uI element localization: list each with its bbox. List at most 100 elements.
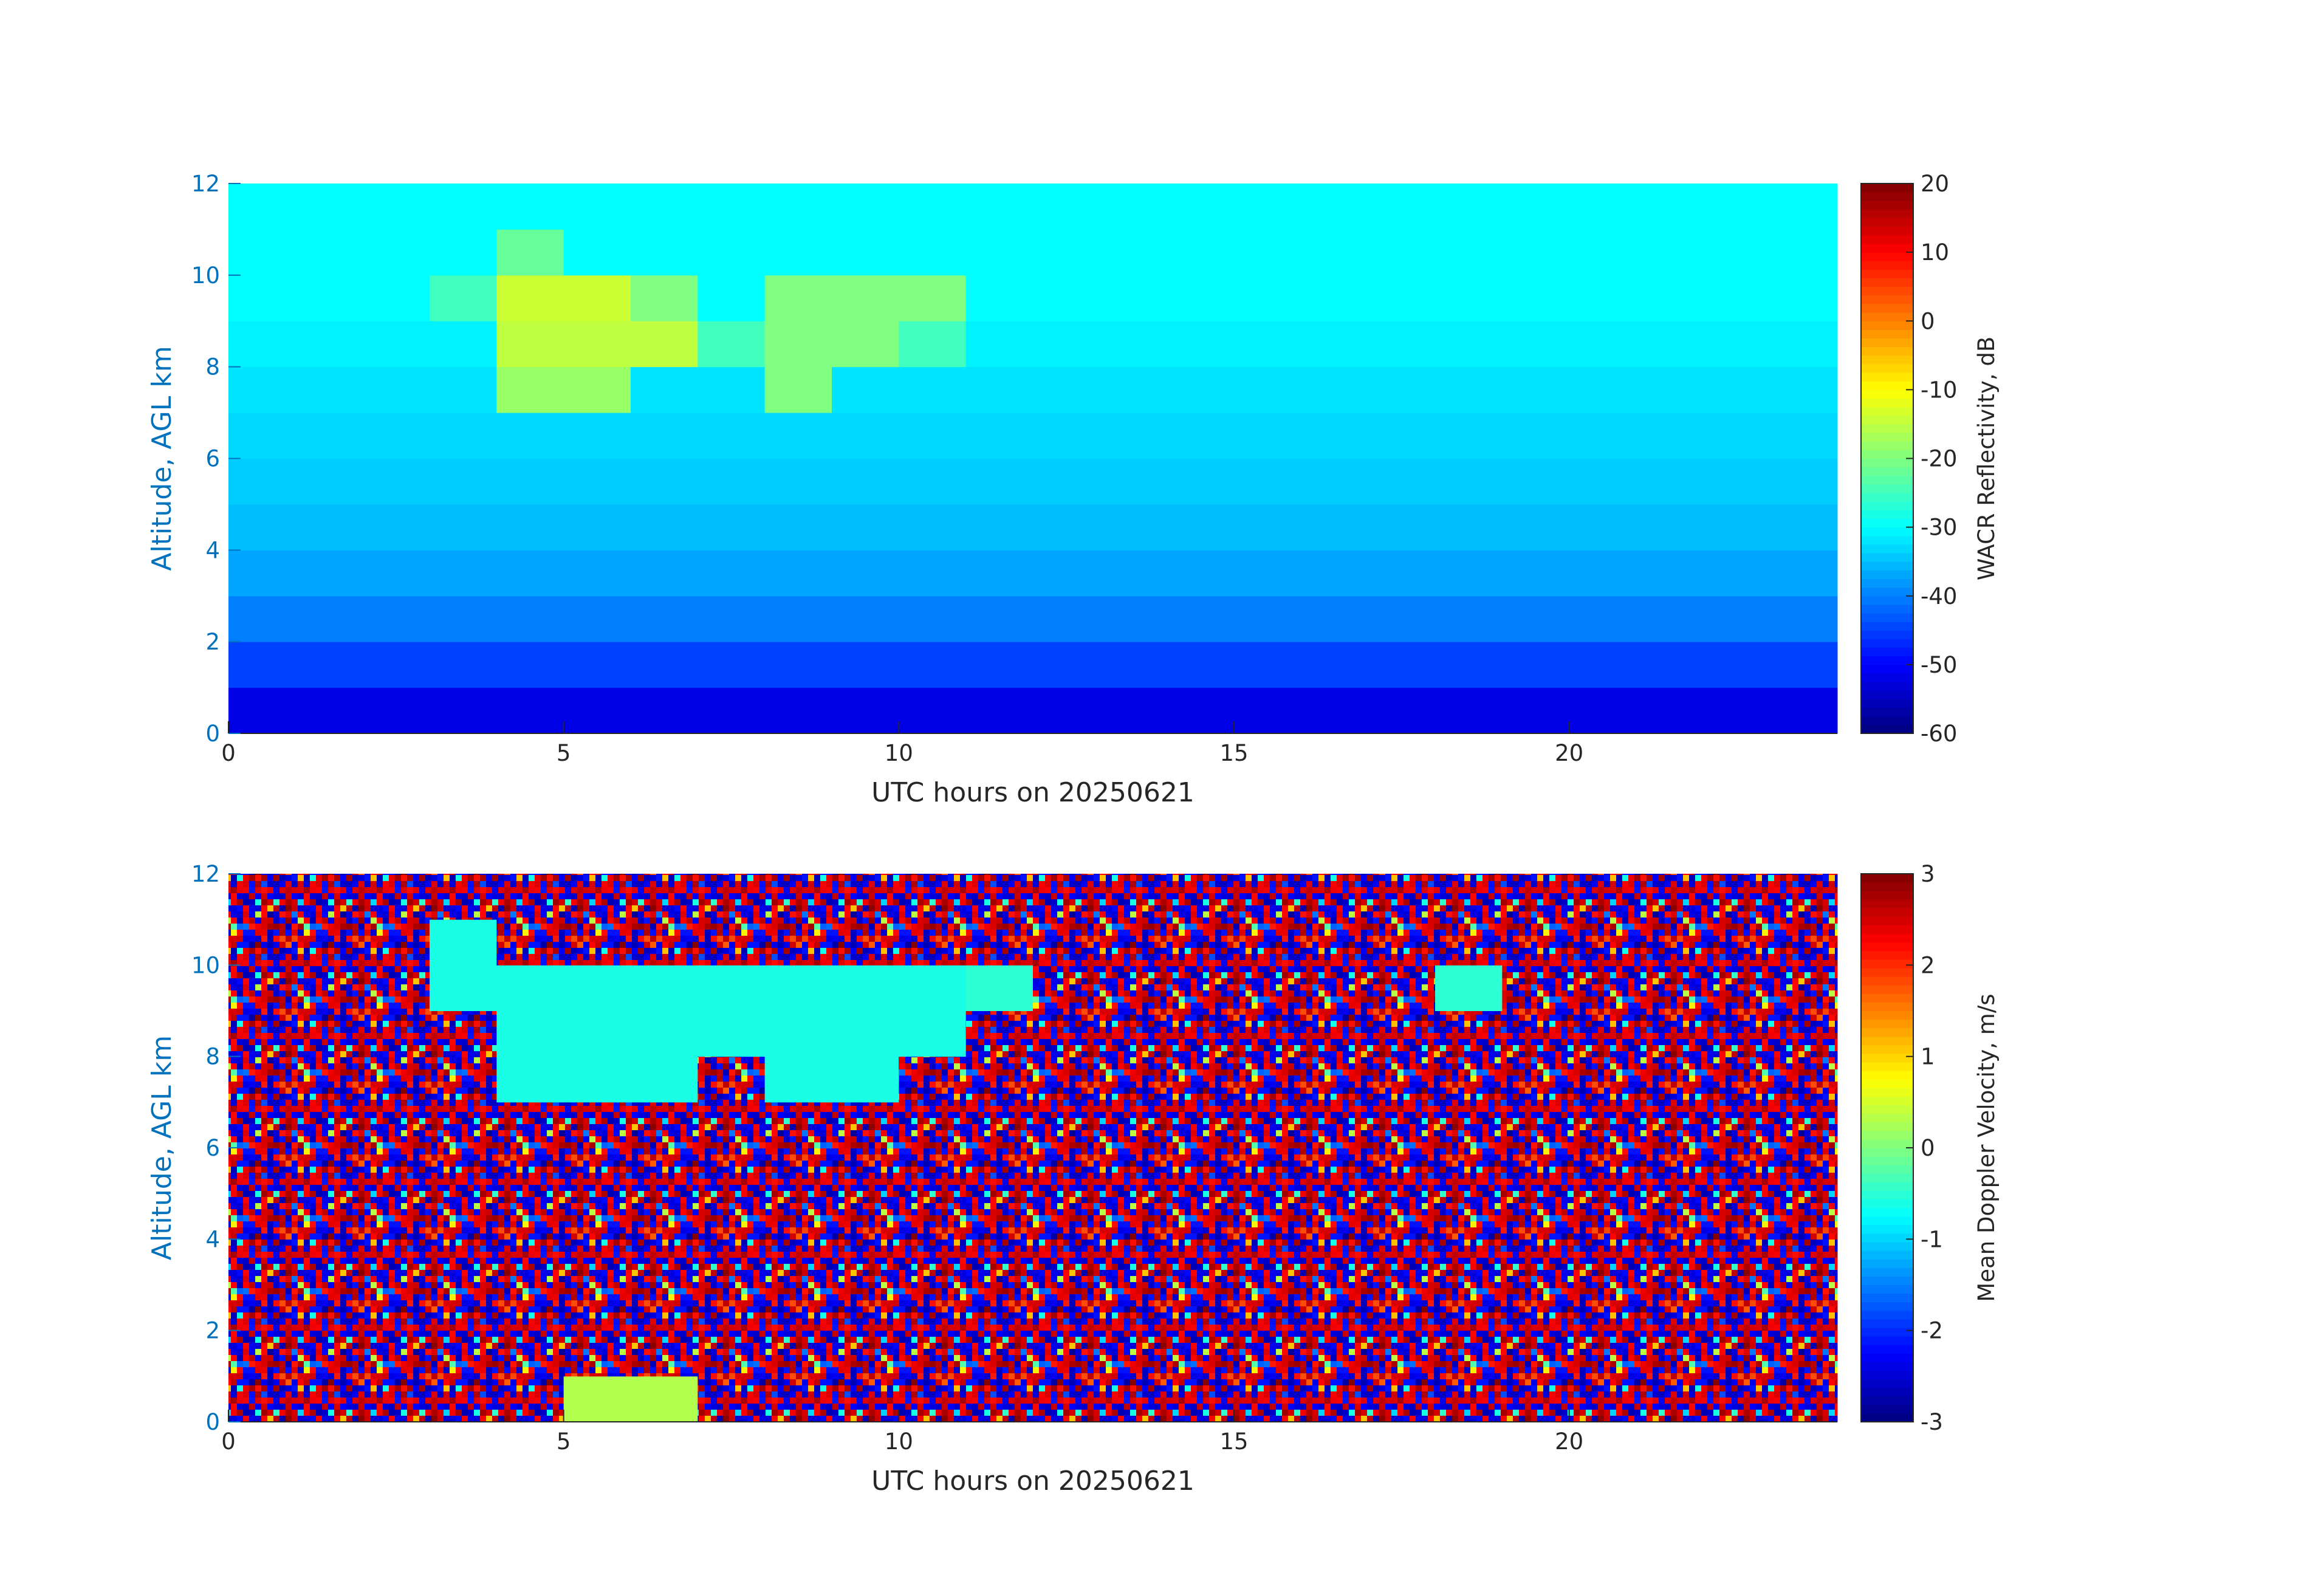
heatmap-cell — [362, 458, 430, 505]
heatmap-cell — [764, 321, 832, 368]
no-data-cell — [1234, 1239, 1301, 1285]
heatmap-cell — [832, 413, 899, 459]
colorbar-step — [1861, 716, 1913, 725]
no-data-cell — [295, 1056, 363, 1103]
no-data-cell — [899, 1330, 967, 1377]
colorbar-step — [1861, 639, 1913, 648]
heatmap-cell — [496, 504, 564, 551]
no-data-cell — [362, 1285, 430, 1331]
heatmap-cell — [1569, 550, 1637, 597]
no-data-cell — [1301, 919, 1369, 966]
colorbar-step — [1861, 874, 1913, 883]
no-data-cell — [1569, 1239, 1637, 1285]
no-data-cell — [362, 1330, 430, 1377]
colorbar-step — [1861, 1302, 1913, 1311]
no-data-cell — [1435, 1148, 1503, 1194]
heatmap-cell — [631, 366, 698, 413]
colorbar-step — [1861, 406, 1913, 416]
no-data-cell — [1435, 1285, 1503, 1331]
heatmap-cell — [1703, 184, 1771, 230]
heatmap-cell — [1703, 642, 1771, 688]
heatmap-cell — [1368, 595, 1436, 642]
heatmap-cell — [1234, 550, 1301, 597]
heatmap-cell — [1167, 550, 1235, 597]
colorbar-step — [1861, 561, 1913, 571]
heatmap-cell — [965, 687, 1033, 734]
heatmap-cell — [764, 1010, 832, 1057]
no-data-cell — [295, 1285, 363, 1331]
no-data-cell — [1368, 919, 1436, 966]
no-data-cell — [1569, 1285, 1637, 1331]
colorbar-step — [1861, 201, 1913, 210]
heatmap-cell — [764, 366, 832, 413]
no-data-cell — [1100, 919, 1168, 966]
no-data-cell — [1770, 874, 1838, 920]
heatmap-cell — [698, 550, 766, 597]
heatmap-cell — [1301, 229, 1369, 276]
heatmap-cell — [1033, 687, 1100, 734]
heatmap-cell — [496, 1056, 564, 1103]
colorbar-step — [1861, 1079, 1913, 1088]
colorbar-step — [1861, 664, 1913, 674]
colorbar-tick-label: 20 — [1921, 171, 1949, 197]
no-data-cell — [563, 1330, 631, 1377]
heatmap-cell — [1435, 504, 1503, 551]
y-tick-label: 4 — [205, 537, 220, 563]
no-data-cell — [764, 1330, 832, 1377]
heatmap-cell — [832, 965, 899, 1011]
colorbar-step — [1861, 415, 1913, 425]
x-tick-label: 15 — [1219, 1429, 1248, 1455]
no-data-cell — [631, 1148, 698, 1194]
heatmap-cell — [563, 1376, 631, 1422]
heatmap-cell — [496, 550, 564, 597]
no-data-cell — [362, 1010, 430, 1057]
heatmap-cell — [1100, 413, 1168, 459]
colorbar-step — [1861, 1250, 1913, 1260]
no-data-cell — [1167, 1239, 1235, 1285]
heatmap-cell — [1234, 595, 1301, 642]
colorbar-step — [1861, 518, 1913, 528]
no-data-cell — [631, 1330, 698, 1377]
heatmap-cell — [764, 550, 832, 597]
heatmap-cell — [362, 184, 430, 230]
heatmap-cell — [1435, 321, 1503, 368]
heatmap-cell — [698, 595, 766, 642]
heatmap-cell — [631, 413, 698, 459]
no-data-cell — [965, 1193, 1033, 1240]
no-data-cell — [1033, 874, 1100, 920]
no-data-cell — [698, 919, 766, 966]
heatmap-cell — [1770, 321, 1838, 368]
colorbar-step — [1861, 1113, 1913, 1123]
heatmap-cell — [1502, 229, 1570, 276]
heatmap-cell — [1435, 642, 1503, 688]
colorbar-step — [1861, 381, 1913, 390]
no-data-cell — [631, 1285, 698, 1331]
no-data-cell — [430, 1102, 497, 1148]
no-data-cell — [1301, 1102, 1369, 1148]
heatmap-cell — [563, 1010, 631, 1057]
no-data-cell — [1502, 1330, 1570, 1377]
no-data-cell — [1703, 1330, 1771, 1377]
no-data-cell — [228, 1330, 296, 1377]
no-data-cell — [1502, 1376, 1570, 1422]
colorbar-step — [1861, 544, 1913, 554]
no-data-cell — [1636, 1193, 1704, 1240]
colorbar-step — [1861, 1053, 1913, 1063]
no-data-cell — [430, 1193, 497, 1240]
heatmap-cell — [1301, 275, 1369, 321]
no-data-cell — [1770, 1376, 1838, 1422]
no-data-cell — [1100, 1148, 1168, 1194]
no-data-cell — [496, 1102, 564, 1148]
heatmap-cell — [1770, 413, 1838, 459]
heatmap-cell — [698, 504, 766, 551]
y-tick-label: 12 — [191, 861, 220, 887]
heatmap-cell — [1569, 458, 1637, 505]
no-data-cell — [1234, 1193, 1301, 1240]
no-data-cell — [965, 919, 1033, 966]
no-data-cell — [228, 1239, 296, 1285]
no-data-cell — [228, 1148, 296, 1194]
heatmap-cell — [631, 1010, 698, 1057]
heatmap-cell — [631, 595, 698, 642]
heatmap-cell — [764, 642, 832, 688]
